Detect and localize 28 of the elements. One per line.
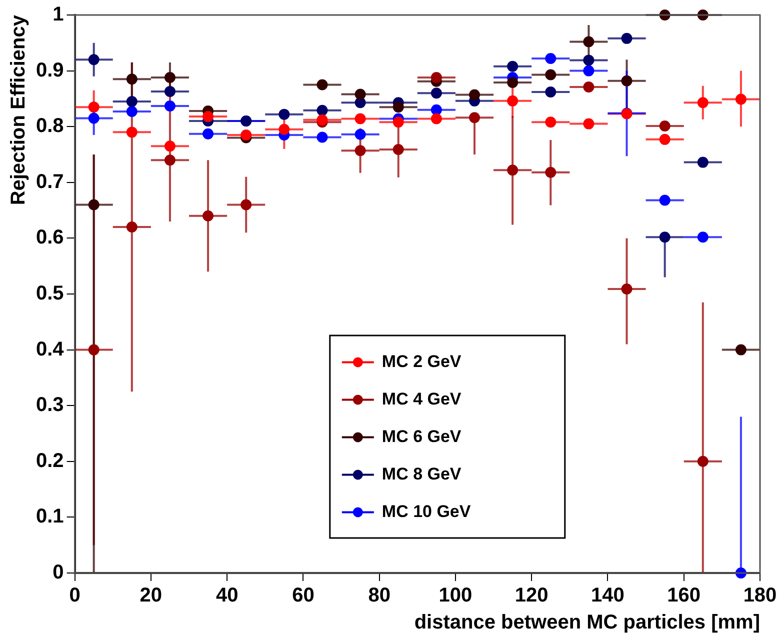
x-tick-label: 180 — [743, 584, 777, 607]
x-tick-label: 120 — [514, 584, 548, 607]
y-tick-label: 0.6 — [36, 226, 64, 249]
y-tick-label: 0.3 — [36, 394, 64, 416]
y-axis-title: Rejection Efficiency — [8, 14, 30, 206]
y-tick-label: 0.8 — [36, 115, 64, 138]
legend-label: MC 10 GeV — [382, 502, 472, 521]
y-tick-label: 0.7 — [36, 170, 64, 193]
x-tick-label: 40 — [216, 584, 238, 607]
y-tick-label: 0.5 — [36, 282, 64, 305]
x-tick-label: 0 — [69, 584, 80, 607]
legend-label: MC 8 GeV — [382, 464, 462, 484]
x-tick-label: 20 — [140, 584, 162, 607]
x-tick-label: 100 — [438, 584, 472, 607]
y-tick-label: 0.2 — [36, 450, 64, 472]
x-tick-label: 60 — [292, 584, 314, 607]
legend-label: MC 4 GeV — [382, 389, 462, 408]
y-tick-label: 1 — [52, 4, 64, 26]
x-tick-label: 140 — [591, 584, 624, 607]
legend-label: MC 2 GeV — [382, 352, 462, 371]
y-tick-label: 0.4 — [36, 338, 65, 360]
x-axis-title: distance between MC particles [mm] — [414, 612, 760, 634]
y-tick-label: 0.9 — [36, 59, 64, 82]
x-tick-label: 80 — [368, 584, 390, 607]
x-tick-label: 160 — [667, 584, 701, 607]
y-tick-label: 0.1 — [36, 506, 64, 528]
y-tick-label: 0 — [52, 562, 64, 584]
legend-label: MC 6 GeV — [382, 426, 462, 446]
